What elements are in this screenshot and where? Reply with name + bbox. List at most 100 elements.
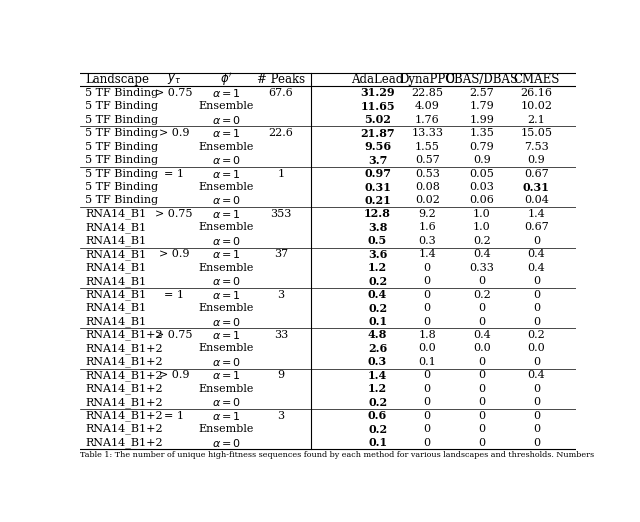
- Text: Landscape: Landscape: [85, 73, 149, 86]
- Text: RNA14_B1+2: RNA14_B1+2: [85, 343, 163, 354]
- Text: 1.0: 1.0: [473, 222, 491, 232]
- Text: 0: 0: [532, 236, 540, 246]
- Text: 0.67: 0.67: [524, 169, 548, 179]
- Text: 0.08: 0.08: [415, 182, 440, 192]
- Text: 1.79: 1.79: [469, 101, 494, 111]
- Text: 1: 1: [277, 169, 284, 179]
- Text: 0.31: 0.31: [364, 182, 391, 193]
- Text: 0: 0: [478, 437, 485, 447]
- Text: 0: 0: [478, 370, 485, 381]
- Text: $\alpha = 1$: $\alpha = 1$: [212, 248, 241, 260]
- Text: RNA14_B1+2: RNA14_B1+2: [85, 410, 163, 421]
- Text: $\alpha = 0$: $\alpha = 0$: [212, 235, 241, 247]
- Text: 7.53: 7.53: [524, 141, 548, 152]
- Text: 0.4: 0.4: [473, 330, 491, 340]
- Text: 0.2: 0.2: [473, 236, 491, 246]
- Text: RNA14_B1: RNA14_B1: [85, 209, 146, 219]
- Text: 1.8: 1.8: [419, 330, 436, 340]
- Text: RNA14_B1+2: RNA14_B1+2: [85, 424, 163, 434]
- Text: 0: 0: [478, 397, 485, 407]
- Text: 0: 0: [424, 276, 431, 286]
- Text: 1.6: 1.6: [419, 222, 436, 232]
- Text: $\alpha = 0$: $\alpha = 0$: [212, 154, 241, 166]
- Text: 0.2: 0.2: [527, 330, 545, 340]
- Text: $\alpha = 0$: $\alpha = 0$: [212, 195, 241, 207]
- Text: 5.02: 5.02: [364, 114, 391, 125]
- Text: > 0.9: > 0.9: [159, 250, 189, 259]
- Text: 37: 37: [274, 250, 288, 259]
- Text: Ensemble: Ensemble: [198, 343, 254, 353]
- Text: 0.04: 0.04: [524, 195, 548, 206]
- Text: 3: 3: [277, 290, 284, 300]
- Text: 0.1: 0.1: [419, 357, 436, 367]
- Text: 0.4: 0.4: [473, 250, 491, 259]
- Text: 0.1: 0.1: [368, 437, 387, 448]
- Text: $\alpha = 1$: $\alpha = 1$: [212, 289, 241, 301]
- Text: 0: 0: [424, 290, 431, 300]
- Text: 0.5: 0.5: [368, 235, 387, 246]
- Text: $\alpha = 1$: $\alpha = 1$: [212, 87, 241, 99]
- Text: 0: 0: [532, 290, 540, 300]
- Text: > 0.9: > 0.9: [159, 370, 189, 381]
- Text: 1.76: 1.76: [415, 115, 440, 125]
- Text: 22.6: 22.6: [268, 128, 293, 138]
- Text: RNA14_B1+2: RNA14_B1+2: [85, 357, 163, 367]
- Text: Ensemble: Ensemble: [198, 424, 254, 434]
- Text: > 0.75: > 0.75: [156, 330, 193, 340]
- Text: 5 TF Binding: 5 TF Binding: [85, 155, 158, 165]
- Text: $\phi'$: $\phi'$: [220, 70, 233, 88]
- Text: 5 TF Binding: 5 TF Binding: [85, 128, 158, 138]
- Text: Ensemble: Ensemble: [198, 182, 254, 192]
- Text: 1.0: 1.0: [473, 209, 491, 219]
- Text: 0: 0: [424, 384, 431, 394]
- Text: 0.4: 0.4: [527, 263, 545, 272]
- Text: 2.6: 2.6: [368, 343, 387, 354]
- Text: 1.4: 1.4: [368, 370, 387, 381]
- Text: 5 TF Binding: 5 TF Binding: [85, 101, 158, 111]
- Text: $\alpha = 1$: $\alpha = 1$: [212, 370, 241, 382]
- Text: 0.97: 0.97: [364, 168, 391, 179]
- Text: 0.3: 0.3: [368, 357, 387, 367]
- Text: 9.2: 9.2: [419, 209, 436, 219]
- Text: 0: 0: [424, 263, 431, 272]
- Text: $\alpha = 0$: $\alpha = 0$: [212, 315, 241, 327]
- Text: 0.4: 0.4: [527, 250, 545, 259]
- Text: 0.2: 0.2: [368, 397, 387, 408]
- Text: > 0.75: > 0.75: [156, 88, 193, 98]
- Text: Ensemble: Ensemble: [198, 141, 254, 152]
- Text: RNA14_B1: RNA14_B1: [85, 235, 146, 246]
- Text: 0: 0: [424, 397, 431, 407]
- Text: 22.85: 22.85: [412, 88, 443, 98]
- Text: 4.09: 4.09: [415, 101, 440, 111]
- Text: 1.35: 1.35: [469, 128, 494, 138]
- Text: 1.2: 1.2: [368, 383, 387, 394]
- Text: 0.0: 0.0: [419, 343, 436, 353]
- Text: 0: 0: [424, 424, 431, 434]
- Text: 0.4: 0.4: [368, 289, 387, 300]
- Text: = 1: = 1: [164, 290, 184, 300]
- Text: 1.4: 1.4: [527, 209, 545, 219]
- Text: 1.99: 1.99: [469, 115, 494, 125]
- Text: 26.16: 26.16: [520, 88, 552, 98]
- Text: = 1: = 1: [164, 411, 184, 421]
- Text: 0: 0: [478, 384, 485, 394]
- Text: 0.03: 0.03: [469, 182, 494, 192]
- Text: 0: 0: [532, 384, 540, 394]
- Text: Table 1: The number of unique high-fitness sequences found by each method for va: Table 1: The number of unique high-fitne…: [80, 452, 594, 459]
- Text: 0.21: 0.21: [364, 195, 391, 206]
- Text: $\alpha = 0$: $\alpha = 0$: [212, 436, 241, 448]
- Text: 0: 0: [424, 303, 431, 313]
- Text: # Peaks: # Peaks: [257, 73, 305, 86]
- Text: 3.7: 3.7: [368, 155, 387, 165]
- Text: $\alpha = 0$: $\alpha = 0$: [212, 396, 241, 408]
- Text: Ensemble: Ensemble: [198, 263, 254, 272]
- Text: 13.33: 13.33: [412, 128, 443, 138]
- Text: 1.55: 1.55: [415, 141, 440, 152]
- Text: 2.1: 2.1: [527, 115, 545, 125]
- Text: 11.65: 11.65: [360, 101, 395, 112]
- Text: 0: 0: [532, 437, 540, 447]
- Text: 21.87: 21.87: [360, 128, 395, 139]
- Text: 5 TF Binding: 5 TF Binding: [85, 141, 158, 152]
- Text: 0.79: 0.79: [469, 141, 494, 152]
- Text: Ensemble: Ensemble: [198, 303, 254, 313]
